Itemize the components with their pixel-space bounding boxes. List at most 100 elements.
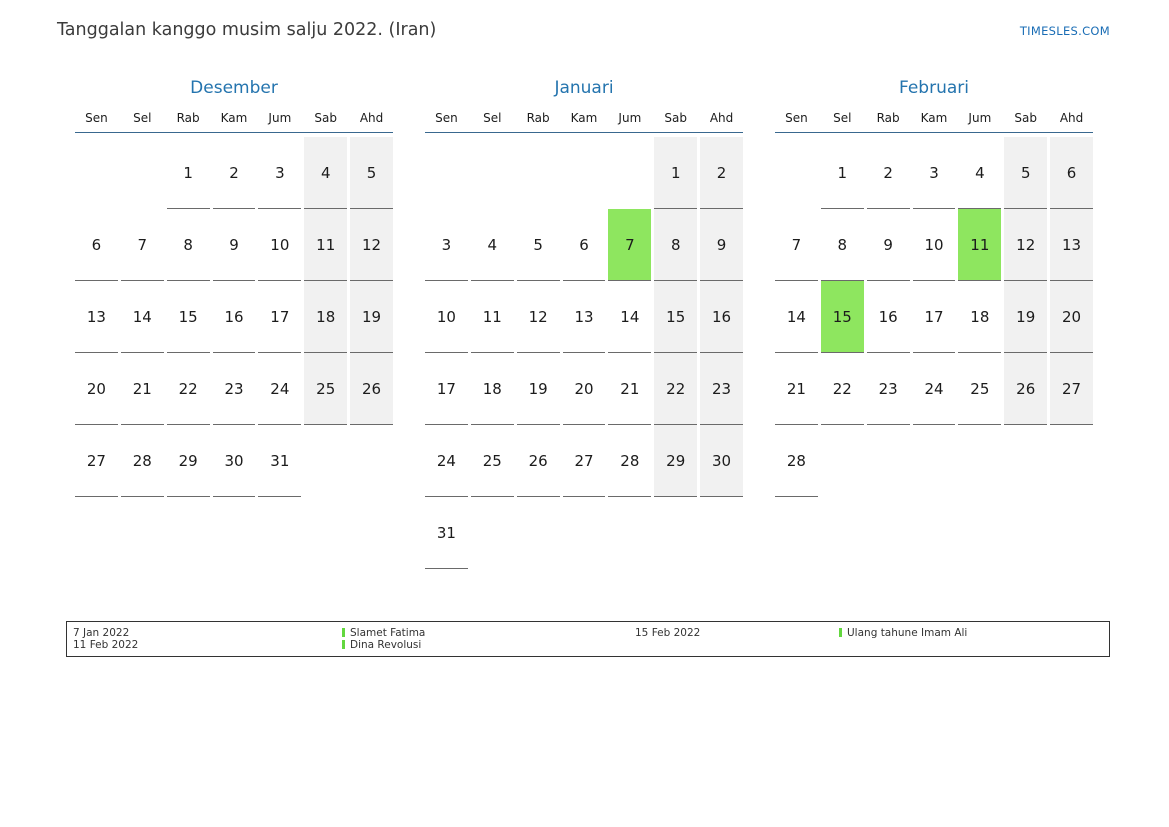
- weekday-label: Sel: [833, 111, 852, 125]
- day-cell: 3: [425, 209, 468, 281]
- day-cell: 26: [516, 425, 560, 497]
- holiday-marker-icon: [342, 628, 345, 637]
- legend-holiday-name: Ulang tahune Imam Ali: [847, 627, 968, 639]
- day-cell: 13: [1050, 209, 1093, 281]
- day-cell: 18: [304, 281, 348, 353]
- legend-date: 7 Jan 2022: [73, 627, 130, 639]
- day-cell: 16: [212, 281, 256, 353]
- empty-cell: [608, 497, 651, 569]
- day-cell: 9: [700, 209, 743, 281]
- weekday-label: Ahd: [1059, 111, 1084, 125]
- weekday-label: Rab: [526, 111, 550, 125]
- weekday-label: Jum: [268, 111, 292, 125]
- day-cell: 23: [866, 353, 910, 425]
- day-cell: 1: [166, 137, 210, 209]
- day-cell: 26: [350, 353, 393, 425]
- legend-date: 11 Feb 2022: [73, 639, 139, 651]
- day-cell: 18: [958, 281, 1002, 353]
- day-cell: 5: [1004, 137, 1048, 209]
- day-cell: 10: [258, 209, 302, 281]
- legend-names-group-2: Ulang tahune Imam Ali: [839, 627, 967, 639]
- day-cell: 28: [775, 425, 818, 497]
- day-cell: 10: [912, 209, 956, 281]
- holiday-marker-icon: [839, 628, 842, 637]
- day-cell: 15: [654, 281, 698, 353]
- day-cell: 5: [350, 137, 393, 209]
- legend-entry: Dina Revolusi: [342, 639, 425, 651]
- day-cell: 17: [425, 353, 468, 425]
- day-cell: 27: [1050, 353, 1093, 425]
- day-cell: 20: [75, 353, 118, 425]
- empty-cell: [821, 425, 864, 497]
- day-cell: 9: [212, 209, 256, 281]
- day-cell: 16: [866, 281, 910, 353]
- legend-entry: Ulang tahune Imam Ali: [839, 627, 967, 639]
- empty-cell: [867, 425, 910, 497]
- day-cell: 27: [75, 425, 118, 497]
- day-cell: 30: [700, 425, 743, 497]
- month-grid: 1 2 3 4 5 6 7 8 9 10 11 12 13 14 15 16 17 18 19 20 21 22 23 24 2…: [425, 137, 743, 569]
- empty-cell: [958, 425, 1001, 497]
- day-cell: 2: [700, 137, 743, 209]
- day-cell: 22: [820, 353, 864, 425]
- day-cell: 13: [75, 281, 118, 353]
- day-cell: 14: [120, 281, 164, 353]
- day-cell: 31: [258, 425, 302, 497]
- day-cell: 11: [304, 209, 348, 281]
- empty-cell: [700, 497, 743, 569]
- day-cell: 17: [912, 281, 956, 353]
- day-cell: 28: [608, 425, 652, 497]
- day-cell: 21: [120, 353, 164, 425]
- day-cell: 11: [958, 209, 1002, 281]
- empty-cell: [517, 137, 560, 209]
- day-cell: 4: [470, 209, 514, 281]
- legend-dates-group-2: 15 Feb 2022: [635, 627, 700, 639]
- empty-cell: [563, 497, 606, 569]
- day-cell: 22: [166, 353, 210, 425]
- day-cell: 3: [258, 137, 302, 209]
- month-title: Januari: [554, 78, 614, 98]
- day-cell: 8: [820, 209, 864, 281]
- weekday-label: Sab: [664, 111, 687, 125]
- weekday-row: Sen Sel Rab Kam Jum Sab Ahd: [425, 111, 743, 133]
- page-header: Tanggalan kanggo musim salju 2022. (Iran…: [0, 0, 1169, 40]
- empty-cell: [517, 497, 560, 569]
- day-cell: 8: [654, 209, 698, 281]
- weekday-label: Sen: [435, 111, 458, 125]
- empty-cell: [425, 137, 468, 209]
- day-cell: 7: [608, 209, 652, 281]
- day-cell: 24: [912, 353, 956, 425]
- day-cell: 13: [562, 281, 606, 353]
- weekday-label: Kam: [220, 111, 248, 125]
- day-cell: 24: [258, 353, 302, 425]
- day-cell: 15: [820, 281, 864, 353]
- empty-cell: [563, 137, 606, 209]
- day-cell: 21: [775, 353, 818, 425]
- weekday-label: Jum: [968, 111, 992, 125]
- day-cell: 6: [1050, 137, 1093, 209]
- day-cell: 14: [608, 281, 652, 353]
- day-cell: 23: [700, 353, 743, 425]
- weekday-row: Sen Sel Rab Kam Jum Sab Ahd: [775, 111, 1093, 133]
- weekday-label: Kam: [570, 111, 598, 125]
- day-cell: 25: [958, 353, 1002, 425]
- day-cell: 29: [654, 425, 698, 497]
- empty-cell: [75, 137, 118, 209]
- day-cell: 7: [120, 209, 164, 281]
- day-cell: 29: [166, 425, 210, 497]
- month-title: Desember: [190, 78, 278, 98]
- empty-cell: [121, 137, 164, 209]
- day-cell: 31: [425, 497, 468, 569]
- day-cell: 12: [350, 209, 393, 281]
- day-cell: 26: [1004, 353, 1048, 425]
- site-link[interactable]: TIMESLES.COM: [1019, 24, 1110, 38]
- day-cell: 7: [775, 209, 818, 281]
- legend-box: 7 Jan 2022 11 Feb 2022 Slamet Fatima Din…: [66, 621, 1110, 657]
- day-cell: 11: [470, 281, 514, 353]
- month-title: Februari: [899, 78, 969, 98]
- empty-cell: [913, 425, 956, 497]
